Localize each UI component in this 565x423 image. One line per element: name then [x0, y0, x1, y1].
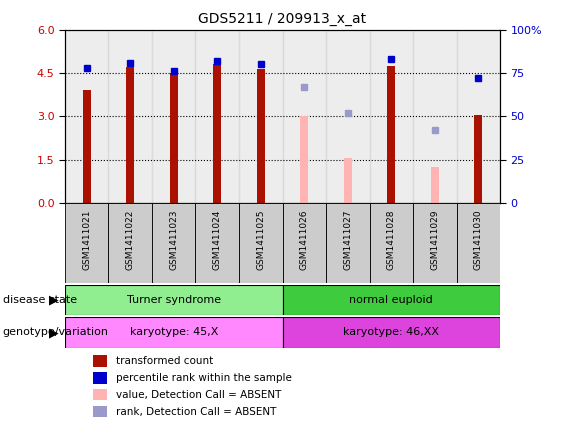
- Text: value, Detection Call = ABSENT: value, Detection Call = ABSENT: [116, 390, 281, 400]
- Text: GSM1411030: GSM1411030: [474, 209, 483, 270]
- Bar: [93, 389, 107, 401]
- Text: normal euploid: normal euploid: [349, 295, 433, 305]
- Bar: [152, 30, 195, 203]
- Text: GSM1411025: GSM1411025: [257, 209, 265, 270]
- Bar: [127, 67, 134, 203]
- Text: GSM1411026: GSM1411026: [300, 209, 308, 270]
- Bar: [301, 116, 308, 203]
- Bar: [257, 69, 264, 203]
- Bar: [152, 203, 195, 283]
- Text: karyotype: 46,XX: karyotype: 46,XX: [344, 327, 439, 338]
- Text: GSM1411022: GSM1411022: [126, 209, 134, 270]
- Text: GSM1411029: GSM1411029: [431, 209, 439, 270]
- Text: disease state: disease state: [3, 295, 77, 305]
- Bar: [413, 30, 457, 203]
- Bar: [195, 203, 239, 283]
- Bar: [326, 203, 370, 283]
- Text: GSM1411023: GSM1411023: [170, 209, 178, 270]
- Bar: [108, 30, 152, 203]
- Title: GDS5211 / 209913_x_at: GDS5211 / 209913_x_at: [198, 12, 367, 26]
- Text: GSM1411024: GSM1411024: [213, 209, 221, 270]
- Bar: [282, 30, 326, 203]
- Text: transformed count: transformed count: [116, 356, 213, 366]
- Bar: [239, 30, 282, 203]
- Bar: [282, 203, 326, 283]
- Bar: [457, 203, 500, 283]
- Text: GSM1411027: GSM1411027: [344, 209, 352, 270]
- Text: ▶: ▶: [49, 294, 59, 306]
- Bar: [282, 317, 500, 348]
- Bar: [195, 30, 239, 203]
- Text: percentile rank within the sample: percentile rank within the sample: [116, 373, 292, 383]
- Bar: [370, 203, 413, 283]
- Bar: [239, 203, 282, 283]
- Bar: [282, 285, 500, 315]
- Bar: [214, 64, 221, 203]
- Bar: [388, 66, 395, 203]
- Text: karyotype: 45,X: karyotype: 45,X: [129, 327, 218, 338]
- Bar: [93, 406, 107, 418]
- Bar: [108, 203, 152, 283]
- Text: genotype/variation: genotype/variation: [3, 327, 109, 338]
- Text: ▶: ▶: [49, 326, 59, 339]
- Bar: [413, 203, 457, 283]
- Bar: [65, 203, 108, 283]
- Bar: [65, 317, 282, 348]
- Bar: [83, 91, 90, 203]
- Bar: [93, 355, 107, 367]
- Text: Turner syndrome: Turner syndrome: [127, 295, 221, 305]
- Text: GSM1411028: GSM1411028: [387, 209, 396, 270]
- Bar: [93, 372, 107, 384]
- Bar: [326, 30, 370, 203]
- Bar: [457, 30, 500, 203]
- Bar: [344, 158, 351, 203]
- Bar: [170, 73, 177, 203]
- Bar: [475, 115, 482, 203]
- Bar: [65, 30, 108, 203]
- Bar: [370, 30, 413, 203]
- Text: rank, Detection Call = ABSENT: rank, Detection Call = ABSENT: [116, 407, 276, 417]
- Text: GSM1411021: GSM1411021: [82, 209, 91, 270]
- Bar: [431, 167, 438, 203]
- Bar: [65, 285, 282, 315]
